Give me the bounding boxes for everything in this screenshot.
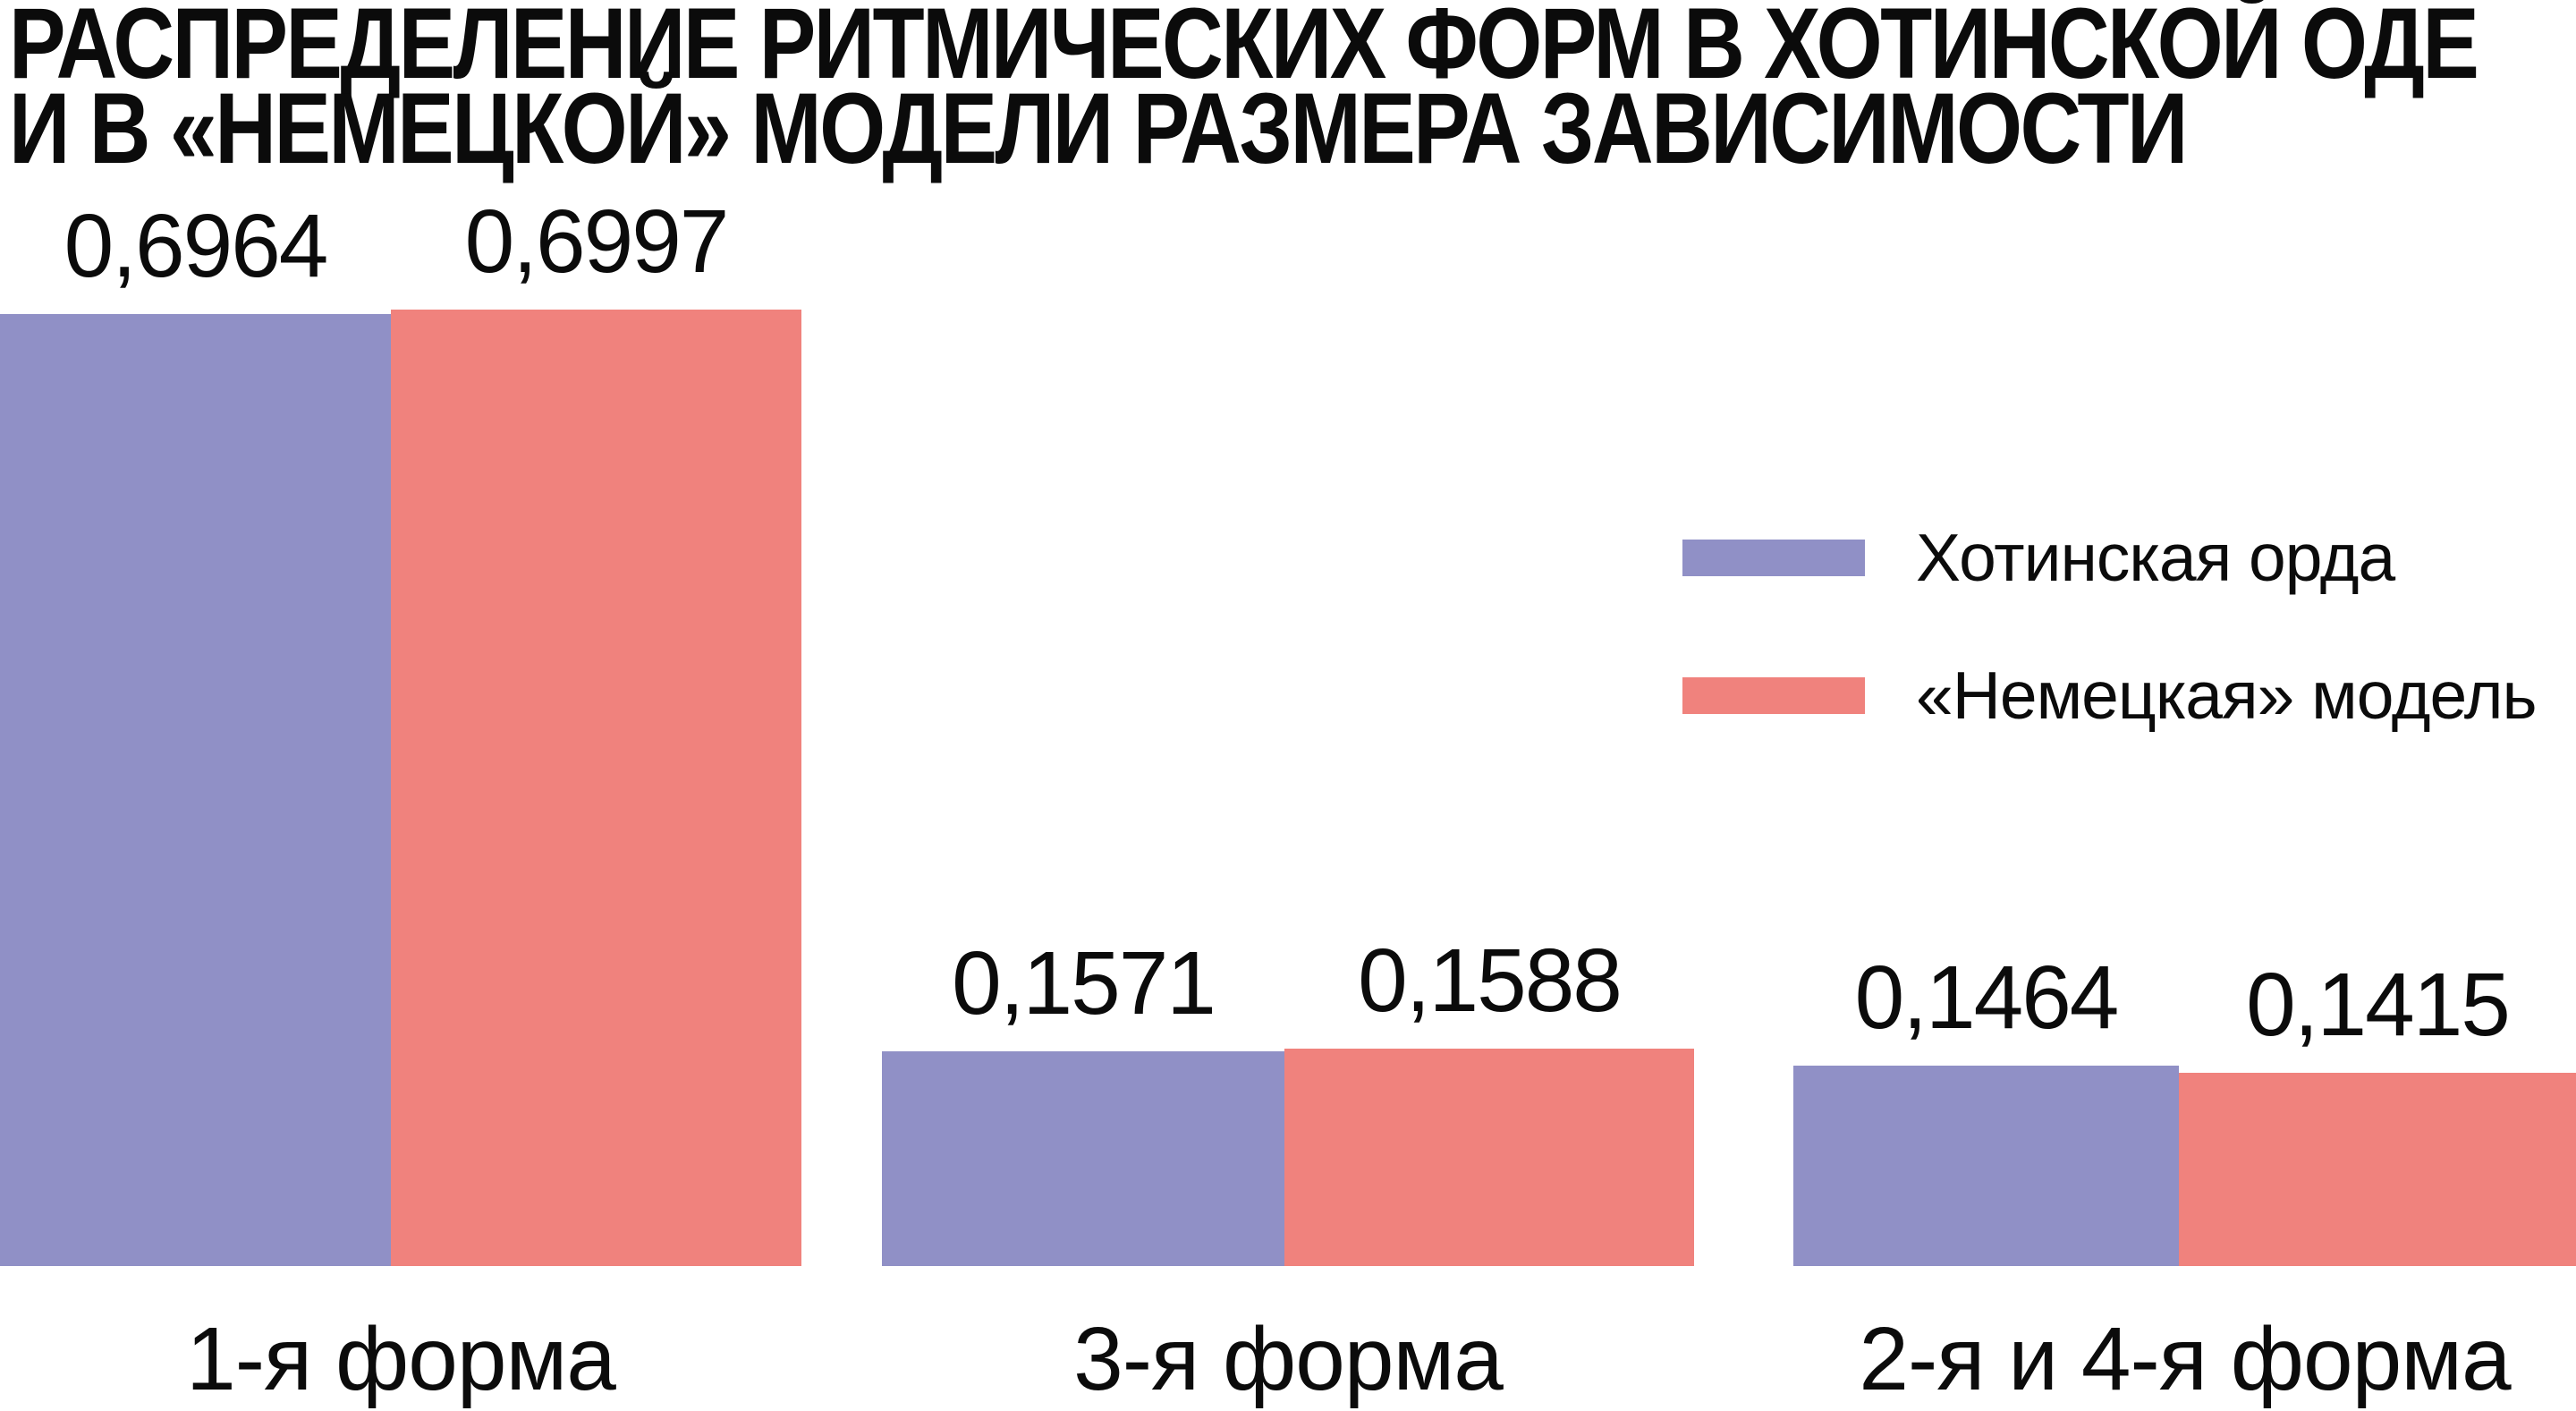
bar-group-1ya-forma: 0,6964 0,6997: [0, 0, 801, 1266]
bar-column: 0,1415: [2179, 0, 2576, 1266]
plot-area: 0,6964 0,6997 0,1571 0,1588 0,1464 0,141…: [0, 0, 2576, 1266]
bar-segment-nemetskaya: [1284, 1049, 1694, 1266]
bar-group-3ya-forma: 0,1571 0,1588: [882, 0, 1694, 1266]
value-label: 0,6964: [64, 196, 329, 296]
bar-segment-nemetskaya: [391, 310, 801, 1266]
legend: Хотинская орда «Немецкая» модель: [1682, 519, 2538, 734]
value-label: 0,1571: [952, 933, 1216, 1033]
bar-segment-khotinskaya: [882, 1051, 1284, 1266]
chart-title-line1: РАСПРЕДЕЛЕНИЕ РИТМИЧЕСКИХ ФОРМ В ХОТИНСК…: [9, 0, 2479, 99]
category-label-3ya-forma: 3-я форма: [1073, 1309, 1504, 1409]
value-label: 0,1415: [2246, 955, 2511, 1055]
bar-column: 0,6964: [0, 0, 391, 1266]
bar-group-2ya-i-4ya-forma: 0,1464 0,1415: [1793, 0, 2576, 1266]
x-axis: 1-я форма 3-я форма 2-я и 4-я форма: [0, 1308, 2576, 1409]
bar-segment-nemetskaya: [2179, 1073, 2576, 1266]
bar-column: 0,1571: [882, 0, 1284, 1266]
legend-label: «Немецкая» модель: [1916, 658, 2538, 733]
legend-item-khotinskaya: Хотинская орда: [1682, 519, 2537, 596]
value-label: 0,1464: [1854, 948, 2120, 1048]
category-label-1ya-forma: 1-я форма: [186, 1309, 616, 1409]
value-label: 0,1588: [1358, 931, 1623, 1031]
bar-column: 0,1464: [1793, 0, 2179, 1266]
chart-title: РАСПРЕДЕЛЕНИЕ РИТМИЧЕСКИХ ФОРМ В ХОТИНСК…: [9, 0, 2479, 184]
bar-column: 0,1588: [1284, 0, 1694, 1266]
chart-title-line2: И В «НЕМЕЦКОЙ» МОДЕЛИ РАЗМЕРА ЗАВИСИМОСТ…: [9, 72, 2188, 184]
legend-label: Хотинская орда: [1916, 520, 2395, 595]
legend-item-nemetskaya: «Немецкая» модель: [1682, 657, 2538, 734]
value-label: 0,6997: [464, 191, 730, 292]
category-label-2ya-i-4ya-forma: 2-я и 4-я форма: [1859, 1309, 2511, 1409]
bar-segment-khotinskaya: [0, 314, 391, 1266]
legend-swatch-khotinskaya: [1682, 539, 1865, 576]
bar-segment-khotinskaya: [1793, 1066, 2179, 1266]
legend-swatch-nemetskaya: [1682, 676, 1865, 714]
bar-column: 0,6997: [391, 0, 801, 1266]
